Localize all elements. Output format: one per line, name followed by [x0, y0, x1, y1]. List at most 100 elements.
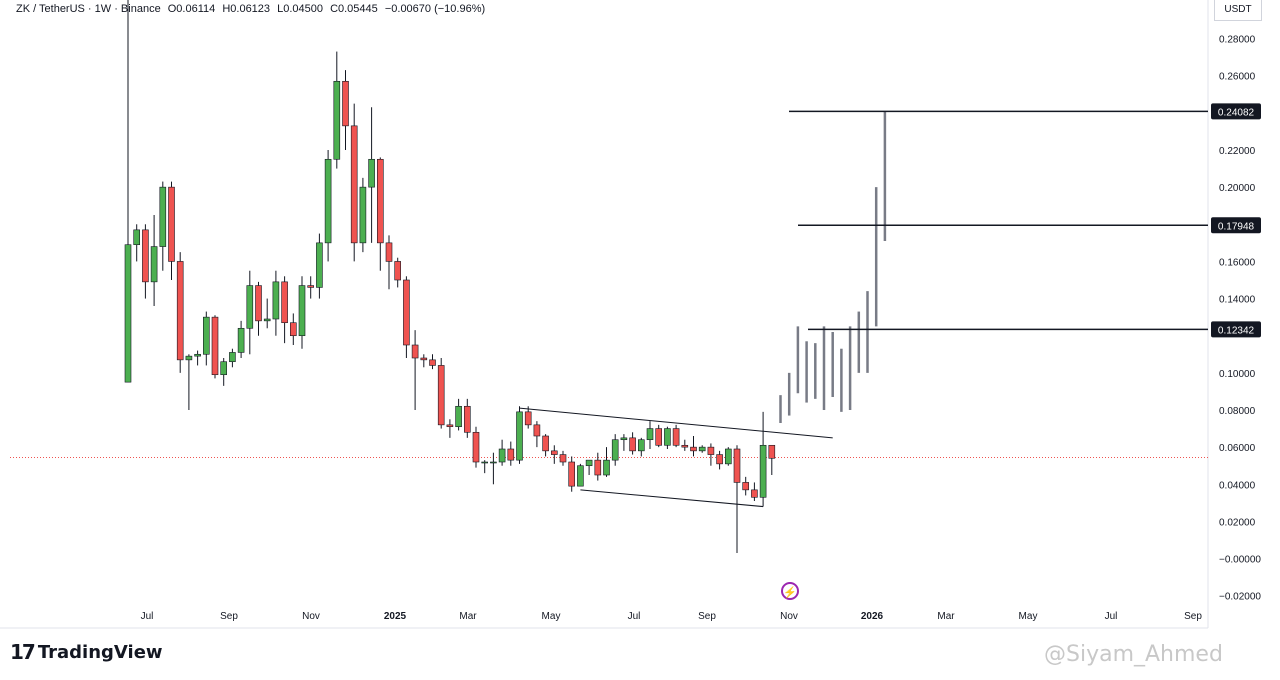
y-tick-label: 0.10000 — [1219, 369, 1256, 380]
x-tick-label: 2026 — [861, 611, 884, 622]
candle-body — [246, 285, 254, 329]
candle-body — [307, 285, 315, 288]
candle-body — [533, 424, 541, 437]
candle-body — [742, 482, 750, 491]
candle-body — [298, 285, 306, 337]
level-price-label: 0.12342 — [1218, 325, 1255, 336]
candle-body — [429, 359, 436, 366]
candle-body — [255, 285, 262, 322]
y-tick-label: 0.26000 — [1219, 72, 1256, 83]
candle-body — [385, 242, 393, 262]
x-tick-label: Jul — [1105, 611, 1118, 622]
currency-unit-label[interactable]: USDT — [1214, 0, 1262, 21]
y-tick-label: 0.06000 — [1219, 443, 1256, 454]
symbol-label[interactable]: ZK / TetherUS · 1W · Binance — [16, 3, 161, 15]
candle-body — [568, 461, 576, 487]
candle-body — [220, 361, 227, 376]
y-tick-label: 0.16000 — [1219, 257, 1256, 268]
x-tick-label: Nov — [302, 611, 320, 622]
candle-body — [168, 186, 175, 262]
y-tick-label: 0.08000 — [1219, 406, 1256, 417]
candle-body — [411, 344, 419, 359]
y-tick-label: 0.02000 — [1219, 517, 1256, 528]
watermark-text: @Siyam_Ahmed — [1044, 642, 1223, 667]
candle-body — [403, 279, 410, 346]
lightning-icon[interactable]: ⚡ — [781, 582, 799, 600]
candle-body — [463, 405, 471, 433]
brand-name: TradingView — [37, 641, 163, 663]
x-tick-label: May — [542, 611, 561, 622]
candle-body — [516, 411, 523, 461]
y-tick-label: −0.02000 — [1219, 592, 1261, 603]
candle-body — [585, 459, 593, 467]
open-value: O0.06114 — [167, 3, 216, 15]
channel-lower-line — [580, 489, 764, 508]
x-tick-label: Mar — [459, 611, 477, 622]
y-tick-label: 0.22000 — [1219, 146, 1256, 157]
candle-body — [681, 444, 689, 448]
y-tick-label: −0.00000 — [1219, 555, 1261, 566]
candle-body — [724, 448, 732, 465]
candle-body — [559, 454, 567, 463]
x-tick-label: Nov — [780, 611, 798, 622]
candle-body — [594, 459, 602, 476]
candle-body — [733, 448, 741, 483]
y-tick-label: 0.28000 — [1219, 35, 1256, 46]
candle-body — [664, 428, 671, 446]
candle-body — [768, 444, 776, 459]
candle-body — [150, 246, 158, 283]
candle-body — [324, 158, 332, 244]
level-price-tag — [1211, 103, 1261, 120]
y-tick-label: 0.14000 — [1219, 295, 1256, 306]
candle-body — [690, 446, 697, 452]
candle-body — [368, 158, 375, 188]
candle-body — [472, 431, 480, 463]
candle-body — [176, 261, 184, 361]
candle-body — [672, 428, 680, 446]
y-tick-label: 0.04000 — [1219, 480, 1256, 491]
candle-body — [498, 448, 506, 463]
x-tick-label: Sep — [220, 611, 238, 622]
candle-body — [707, 446, 715, 455]
candle-body — [159, 186, 167, 247]
candle-body — [481, 461, 489, 464]
y-tick-label: 0.20000 — [1219, 183, 1256, 194]
candle-body — [281, 281, 288, 324]
tradingview-logo[interactable]: 17 TradingView — [10, 640, 163, 664]
candle-body — [229, 352, 236, 363]
candle-body — [698, 446, 706, 452]
candle-body — [342, 80, 349, 127]
x-tick-label: Mar — [937, 611, 955, 622]
candle-body — [629, 437, 636, 452]
candle-body — [646, 428, 654, 441]
candle-body — [620, 437, 628, 441]
candle-body — [194, 353, 201, 357]
candle-body — [603, 459, 610, 476]
level-price-tag — [1211, 321, 1261, 338]
tradingview-logo-icon: 17 — [10, 640, 36, 664]
candle-body — [420, 357, 428, 361]
candle-body — [203, 316, 210, 355]
candle-body — [637, 439, 645, 452]
candle-body — [577, 465, 584, 487]
candle-body — [272, 281, 280, 320]
change-value: −0.00670 (−10.96%) — [384, 3, 486, 15]
level-price-tag — [1211, 217, 1261, 234]
candle-body — [524, 411, 532, 426]
channel-upper-line — [519, 407, 833, 439]
candle-body — [490, 461, 497, 464]
level-price-label: 0.17948 — [1218, 221, 1255, 232]
candle-body — [376, 158, 384, 244]
candle-body — [185, 355, 193, 361]
candle-body — [333, 80, 341, 160]
candle-body — [211, 316, 219, 376]
low-value: L0.04500 — [277, 3, 323, 15]
candle-body — [751, 489, 758, 498]
candle-body — [437, 365, 445, 426]
candle-body — [446, 424, 454, 428]
ohlc-legend: ZK / TetherUS · 1W · Binance O0.06114 H0… — [16, 3, 489, 15]
candle-body — [550, 450, 558, 455]
candle-body — [455, 405, 462, 428]
